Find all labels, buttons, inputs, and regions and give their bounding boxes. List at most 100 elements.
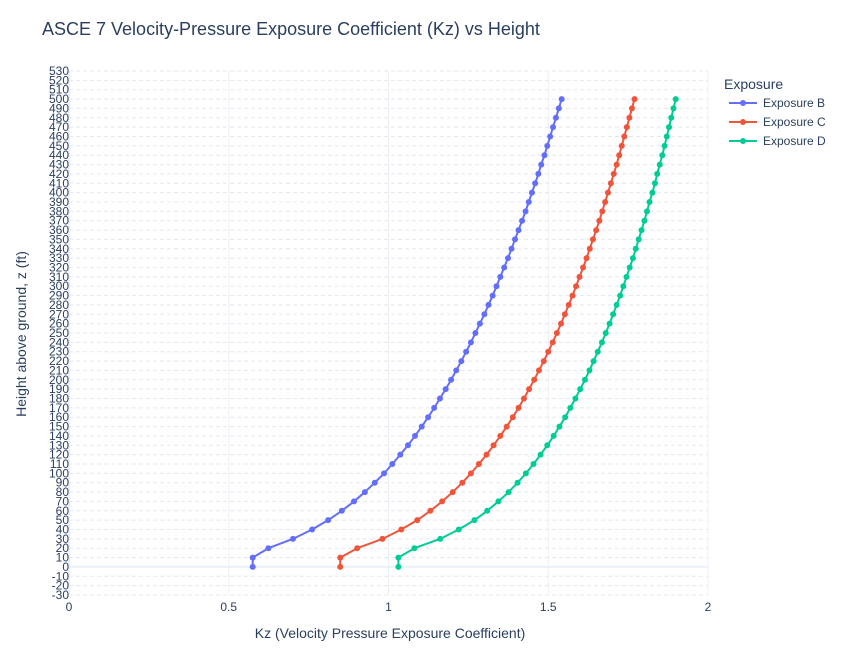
data-point (525, 199, 532, 205)
y-tick-label: 430 (49, 158, 69, 172)
y-tick-label: 510 (49, 83, 69, 97)
data-point (623, 124, 630, 131)
y-tick-label: 80 (56, 485, 70, 499)
y-tick-label: 140 (49, 429, 69, 443)
y-tick-label: 220 (49, 354, 69, 368)
data-point (590, 358, 597, 365)
y-tick-label: 180 (49, 392, 69, 406)
x-tick-label: 2 (705, 600, 712, 614)
y-tick-label: 0 (62, 560, 69, 574)
y-tick-label: 150 (49, 420, 69, 434)
data-point (354, 545, 361, 552)
data-point (596, 217, 603, 224)
data-point (581, 376, 588, 383)
legend[interactable]: Exposure Exposure B Exposure C Exposure D (724, 76, 826, 148)
data-point (661, 142, 668, 149)
data-point (467, 339, 474, 346)
y-tick-label: 70 (56, 494, 70, 508)
data-point (569, 292, 576, 299)
data-point (562, 414, 569, 421)
data-point (659, 152, 666, 159)
data-point (437, 535, 444, 542)
data-point (265, 545, 272, 552)
data-point (522, 208, 529, 215)
data-point (497, 432, 504, 439)
data-point (501, 264, 508, 271)
data-point (550, 124, 557, 131)
legend-item-exposure-d[interactable]: Exposure D (729, 134, 826, 148)
data-point (289, 535, 296, 542)
data-point (526, 386, 533, 393)
data-point (558, 320, 565, 327)
legend-label: Exposure C (763, 115, 826, 129)
data-point (602, 199, 609, 205)
series-exposure-b (249, 96, 565, 570)
y-tick-label: 360 (49, 223, 69, 237)
data-point (599, 208, 606, 215)
y-tick-label: 210 (49, 363, 69, 377)
data-point (613, 301, 620, 308)
data-point (550, 432, 557, 439)
x-tick-label: 1 (385, 600, 392, 614)
y-tick-label: 240 (49, 335, 69, 349)
data-point (635, 236, 642, 243)
data-point (663, 133, 670, 140)
data-point (638, 227, 645, 234)
data-point (606, 320, 613, 327)
data-point (397, 451, 404, 458)
data-point (512, 236, 519, 243)
data-point (414, 517, 421, 524)
y-tick-label: 350 (49, 232, 69, 246)
legend-swatch-marker (740, 100, 746, 106)
data-point (381, 470, 388, 477)
data-point (467, 470, 474, 477)
data-point (519, 217, 526, 224)
y-tick-label: -30 (52, 588, 70, 602)
data-point (459, 479, 466, 486)
data-point (463, 348, 470, 355)
data-point (530, 461, 537, 467)
data-point (505, 489, 512, 496)
data-point (672, 96, 679, 103)
y-tick-label: 100 (49, 466, 69, 480)
data-point (458, 358, 465, 365)
data-point (493, 283, 500, 290)
data-point (610, 170, 617, 177)
y-tick-label: 10 (56, 551, 70, 565)
data-point (379, 535, 386, 542)
y-tick-label: 320 (49, 261, 69, 275)
y-tick-label: 440 (49, 148, 69, 162)
data-point (471, 517, 478, 524)
x-ticks: 0 0.5 1 1.5 2 (66, 600, 712, 614)
y-tick-label: 390 (49, 195, 69, 209)
y-tick-label: -10 (52, 569, 70, 583)
data-point (418, 423, 425, 430)
data-point (620, 283, 627, 290)
data-point (573, 283, 580, 290)
y-tick-label: 470 (49, 120, 69, 134)
data-point (439, 498, 446, 505)
series-exposure-d (395, 96, 679, 570)
data-point (535, 170, 542, 177)
y-tick-label: 300 (49, 279, 69, 293)
data-point (583, 255, 590, 262)
y-tick-label: 190 (49, 382, 69, 396)
y-tick-label: 20 (56, 541, 70, 555)
legend-item-exposure-c[interactable]: Exposure C (729, 115, 826, 129)
data-point (668, 114, 675, 121)
data-point (449, 489, 456, 496)
data-point (249, 563, 256, 570)
y-tick-label: 90 (56, 476, 70, 490)
y-tick-label: 280 (49, 298, 69, 312)
legend-item-exposure-b[interactable]: Exposure B (729, 96, 825, 110)
data-point (558, 96, 565, 103)
data-point (532, 180, 539, 187)
data-point (350, 498, 357, 505)
y-tick-label: 340 (49, 242, 69, 256)
data-point (427, 507, 434, 514)
data-point (670, 105, 677, 112)
legend-swatch-marker (740, 138, 746, 144)
data-point (489, 292, 496, 299)
x-axis-title: Kz (Velocity Pressure Exposure Coefficie… (255, 625, 526, 641)
